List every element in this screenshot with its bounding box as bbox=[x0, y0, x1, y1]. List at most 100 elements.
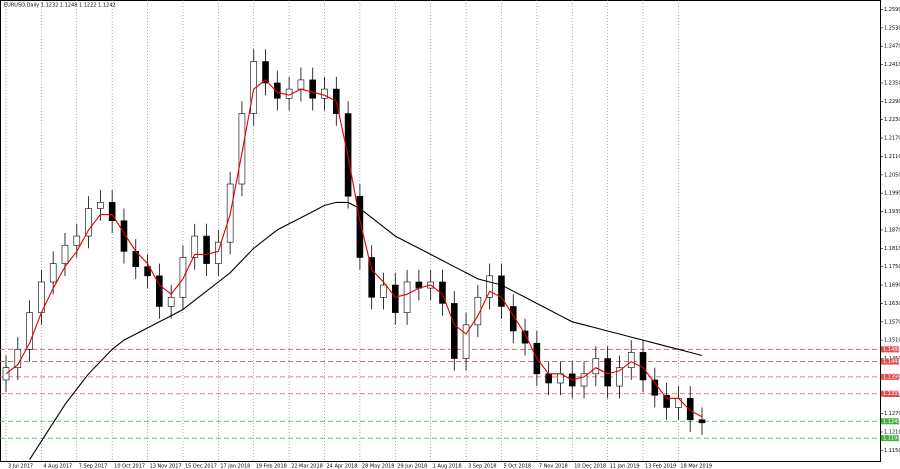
level-label-box bbox=[881, 358, 899, 365]
candle-body bbox=[380, 284, 387, 298]
candle-body bbox=[450, 303, 458, 359]
y-tick-label: 1.2110 bbox=[884, 154, 900, 160]
candle-body bbox=[368, 257, 375, 298]
level-label-box bbox=[881, 373, 899, 380]
level-label-box bbox=[881, 390, 899, 397]
x-tick-label: 24 Apr 2018 bbox=[327, 464, 358, 469]
candle-body bbox=[439, 281, 446, 304]
candle-body bbox=[698, 419, 706, 424]
y-tick-label: 1.1630 bbox=[884, 301, 900, 307]
candle-body bbox=[215, 241, 222, 264]
candle-body bbox=[498, 275, 505, 307]
candle-body bbox=[250, 61, 258, 114]
x-tick-label: 17 Jan 2018 bbox=[220, 464, 250, 469]
candle-body bbox=[403, 281, 411, 313]
candle-body bbox=[167, 296, 175, 307]
x-tick-label: 1 Aug 2018 bbox=[433, 464, 462, 469]
x-tick-label: 22 Mar 2018 bbox=[291, 464, 323, 469]
candle-body bbox=[26, 312, 33, 350]
level-label-box bbox=[881, 435, 899, 442]
y-tick-label: 1.2410 bbox=[884, 62, 900, 68]
candle-body bbox=[120, 220, 128, 252]
candle-body bbox=[580, 373, 588, 387]
candle-body bbox=[238, 113, 246, 185]
candle-body bbox=[191, 235, 199, 258]
candle-body bbox=[49, 263, 57, 283]
y-tick-label: 1.1150 bbox=[884, 448, 900, 454]
x-tick-label: 19 Feb 2018 bbox=[256, 464, 287, 469]
y-tick-label: 1.2290 bbox=[884, 99, 900, 105]
candle-body bbox=[108, 202, 116, 222]
candle-body bbox=[545, 373, 552, 384]
candle-body bbox=[203, 235, 210, 264]
candle-body bbox=[156, 275, 163, 307]
candle-body bbox=[61, 244, 69, 264]
candle-body bbox=[592, 358, 600, 375]
y-tick-label: 1.1870 bbox=[884, 227, 900, 233]
x-tick-label: 10 Dec 2018 bbox=[574, 464, 606, 469]
candle-body bbox=[663, 394, 670, 408]
y-tick-label: 1.2170 bbox=[884, 136, 900, 142]
x-tick-label: 10 Oct 2017 bbox=[114, 464, 145, 469]
x-tick-label: 3 Sep 2018 bbox=[468, 464, 497, 469]
x-tick-label: 7 Nov 2018 bbox=[539, 464, 568, 469]
chart-title: EURUSD,Daily 1.1232 1.1248 1.1222 1.1242 bbox=[4, 3, 116, 9]
y-tick-label: 1.1270 bbox=[884, 411, 900, 417]
moving-average-line bbox=[29, 201, 703, 460]
x-tick-label: 3 Jul 2017 bbox=[8, 464, 33, 469]
x-tick-label: 11 Jan 2019 bbox=[610, 464, 640, 469]
y-tick-label: 1.2470 bbox=[884, 44, 900, 50]
candle-body bbox=[627, 352, 635, 369]
y-tick-label: 1.1570 bbox=[884, 319, 900, 325]
level-label: 1.1480 bbox=[883, 347, 900, 353]
x-tick-label: 15 Dec 2017 bbox=[185, 464, 217, 469]
candle-body bbox=[262, 61, 269, 84]
level-label-box bbox=[881, 346, 899, 353]
candle-body bbox=[521, 330, 529, 344]
candle-body bbox=[321, 88, 328, 99]
candle-body bbox=[686, 398, 694, 421]
candle-body bbox=[144, 266, 151, 277]
candle-body bbox=[297, 79, 305, 90]
candle-body bbox=[509, 306, 517, 332]
candle-body bbox=[2, 367, 10, 381]
plot-frame bbox=[0, 0, 881, 462]
candle-body bbox=[274, 82, 281, 99]
y-tick-label: 1.1210 bbox=[884, 429, 900, 435]
y-tick-label: 1.1990 bbox=[884, 191, 900, 197]
x-tick-label: 29 Jun 2018 bbox=[397, 464, 427, 469]
candle-body bbox=[73, 235, 81, 246]
candle-body bbox=[85, 208, 92, 237]
level-label: 1.1390 bbox=[883, 374, 900, 380]
y-tick-label: 1.1810 bbox=[884, 246, 900, 252]
x-tick-label: 13 Nov 2017 bbox=[150, 464, 182, 469]
level-label-box bbox=[881, 418, 899, 425]
candle-body bbox=[462, 324, 470, 359]
x-tick-label: 4 Aug 2017 bbox=[43, 464, 72, 469]
level-label: 1.1335 bbox=[883, 391, 900, 397]
x-tick-label: 13 Feb 2019 bbox=[645, 464, 676, 469]
x-tick-label: 5 Oct 2018 bbox=[503, 464, 531, 469]
candle-body bbox=[616, 367, 623, 387]
level-label: 1.1440 bbox=[883, 359, 900, 365]
candle-body bbox=[356, 195, 364, 258]
candle-body bbox=[486, 275, 493, 298]
y-tick-label: 1.1510 bbox=[884, 338, 900, 344]
y-tick-label: 1.1690 bbox=[884, 283, 900, 289]
y-tick-label: 1.2050 bbox=[884, 172, 900, 178]
x-tick-label: 28 May 2018 bbox=[362, 464, 395, 469]
y-tick-label: 1.1750 bbox=[884, 264, 900, 270]
x-tick-label: 18 Mar 2019 bbox=[680, 464, 712, 469]
candle-body bbox=[309, 79, 317, 99]
level-label: 1.1190 bbox=[883, 436, 900, 442]
moving-average-line bbox=[5, 79, 703, 418]
candle-body bbox=[391, 284, 399, 313]
x-tick-label: 7 Sep 2017 bbox=[79, 464, 108, 469]
candle-body bbox=[97, 202, 104, 209]
y-tick-label: 1.2530 bbox=[884, 25, 900, 31]
y-tick-label: 1.2590 bbox=[884, 7, 900, 13]
y-tick-label: 1.2230 bbox=[884, 117, 900, 123]
y-tick-label: 1.2350 bbox=[884, 80, 900, 86]
